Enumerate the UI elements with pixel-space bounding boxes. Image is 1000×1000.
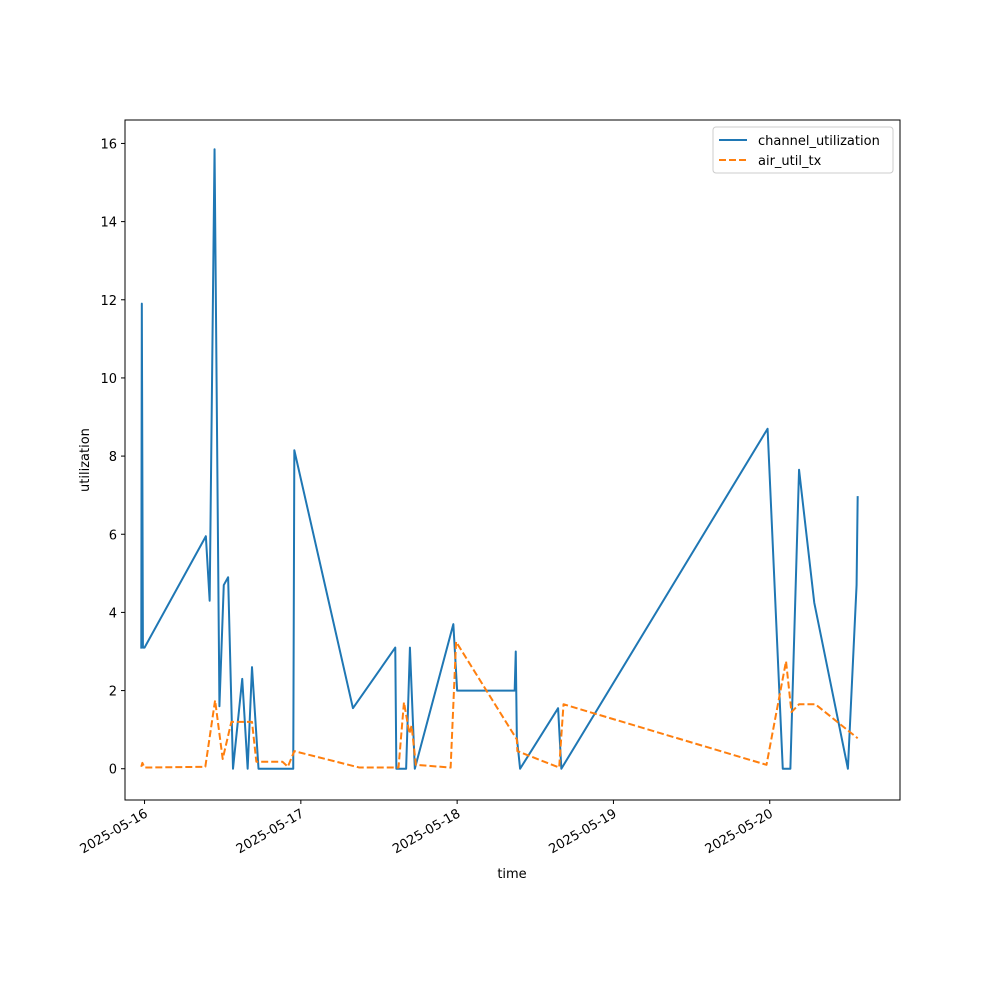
legend-box <box>712 126 894 174</box>
y-tick-label: 8 <box>109 450 117 465</box>
legend-label: channel_utilization <box>758 134 880 149</box>
y-tick-label: 12 <box>100 294 117 309</box>
legend-label: air_util_tx <box>758 154 822 169</box>
y-tick-label: 10 <box>100 372 117 387</box>
y-tick-label: 2 <box>109 685 117 700</box>
series-line-air-util-tx <box>140 640 859 769</box>
x-axis-title: time <box>497 867 526 882</box>
series-line-channel-utilization <box>140 148 859 770</box>
y-axis-title: utilization <box>78 428 93 492</box>
y-tick-label: 14 <box>100 216 117 231</box>
y-tick-label: 0 <box>109 763 117 778</box>
y-tick-label: 4 <box>109 606 117 621</box>
y-tick-label: 16 <box>100 137 117 152</box>
plot-area-frame <box>124 119 901 801</box>
y-tick-label: 6 <box>109 528 117 543</box>
legend: channel_utilization air_util_tx <box>712 126 894 174</box>
